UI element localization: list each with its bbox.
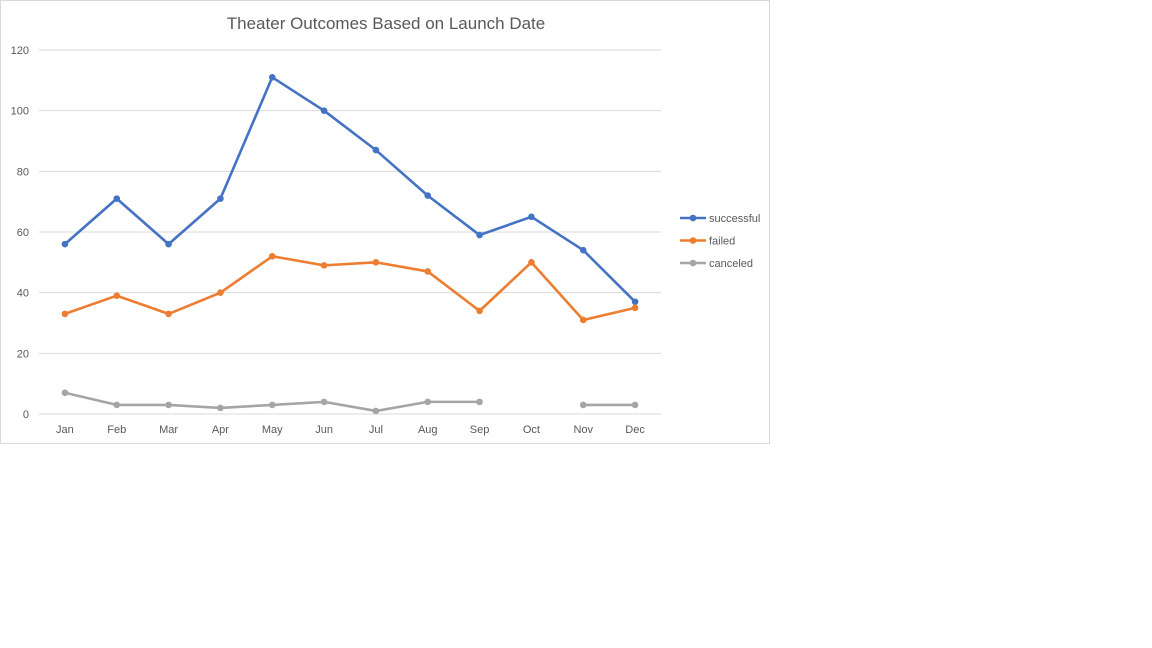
data-point <box>268 401 276 409</box>
data-point <box>424 398 432 406</box>
data-point <box>165 310 172 318</box>
y-tick-label: 100 <box>11 106 29 118</box>
chart-svg: Theater Outcomes Based on Launch Date 0 2… <box>11 14 761 436</box>
series-canceled <box>61 389 639 415</box>
series-failed <box>61 252 639 324</box>
data-point <box>61 389 69 397</box>
data-point <box>320 398 328 406</box>
data-point <box>579 401 587 409</box>
x-tick-label: Jan <box>56 424 74 436</box>
data-point <box>424 192 432 199</box>
data-point <box>476 398 483 406</box>
x-axis-ticks: Jan Feb Mar Apr May Jun Jul Aug Sep Oct Nov Dec <box>56 424 645 436</box>
data-point <box>320 107 328 114</box>
data-point <box>113 401 121 409</box>
legend-item-canceled: canceled <box>680 258 753 270</box>
chart-title: Theater Outcomes Based on Launch Date <box>227 14 545 33</box>
series-successful <box>61 74 639 306</box>
x-tick-label: Sep <box>470 424 490 436</box>
legend-marker <box>689 237 697 244</box>
data-point <box>424 268 432 275</box>
data-point <box>631 401 639 409</box>
legend-label: failed <box>709 236 735 248</box>
y-tick-label: 120 <box>11 45 29 57</box>
y-tick-label: 80 <box>17 166 29 178</box>
chart-area: Theater Outcomes Based on Launch Date 0 2… <box>0 0 770 444</box>
series-line <box>63 76 637 304</box>
x-tick-label: Aug <box>418 424 438 436</box>
data-point <box>217 289 224 296</box>
series-line <box>63 254 637 322</box>
data-point <box>113 195 121 202</box>
data-point <box>217 195 224 202</box>
legend-label: successful <box>709 213 760 225</box>
y-tick-label: 40 <box>17 288 29 300</box>
data-point <box>372 407 380 415</box>
y-tick-label: 60 <box>17 227 29 239</box>
x-tick-label: Nov <box>573 424 593 436</box>
x-tick-label: Jul <box>369 424 383 436</box>
x-tick-label: Mar <box>159 424 178 436</box>
data-point <box>631 304 639 312</box>
data-point <box>579 246 587 254</box>
data-point <box>61 240 69 248</box>
data-point <box>320 262 328 269</box>
y-axis-ticks: 0 20 40 60 80 100 120 <box>11 45 29 421</box>
data-point <box>528 213 535 221</box>
data-point <box>113 292 121 300</box>
data-point <box>579 316 587 324</box>
x-tick-label: Dec <box>625 424 645 436</box>
legend: successful failed canceled <box>680 213 760 270</box>
legend-marker <box>689 214 697 222</box>
data-point <box>268 74 276 81</box>
legend-label: canceled <box>709 258 753 270</box>
x-tick-label: Apr <box>212 424 229 436</box>
y-tick-label: 20 <box>17 348 29 360</box>
legend-item-failed: failed <box>680 236 735 248</box>
data-point <box>217 404 224 412</box>
gridlines <box>39 49 661 415</box>
data-point <box>476 307 483 315</box>
data-point <box>61 310 69 318</box>
data-point <box>476 231 483 239</box>
data-point <box>372 259 380 266</box>
legend-marker <box>689 259 697 267</box>
data-point <box>631 298 639 306</box>
data-point <box>268 252 276 260</box>
x-tick-label: Jun <box>315 424 333 436</box>
data-point <box>165 240 172 248</box>
legend-item-successful: successful <box>680 213 760 225</box>
data-point <box>528 259 535 266</box>
data-point <box>372 146 380 154</box>
y-tick-label: 0 <box>23 409 29 421</box>
series-group <box>61 74 639 415</box>
x-tick-label: Oct <box>523 424 540 436</box>
x-tick-label: May <box>262 424 283 436</box>
x-tick-label: Feb <box>107 424 126 436</box>
data-point <box>165 401 172 409</box>
